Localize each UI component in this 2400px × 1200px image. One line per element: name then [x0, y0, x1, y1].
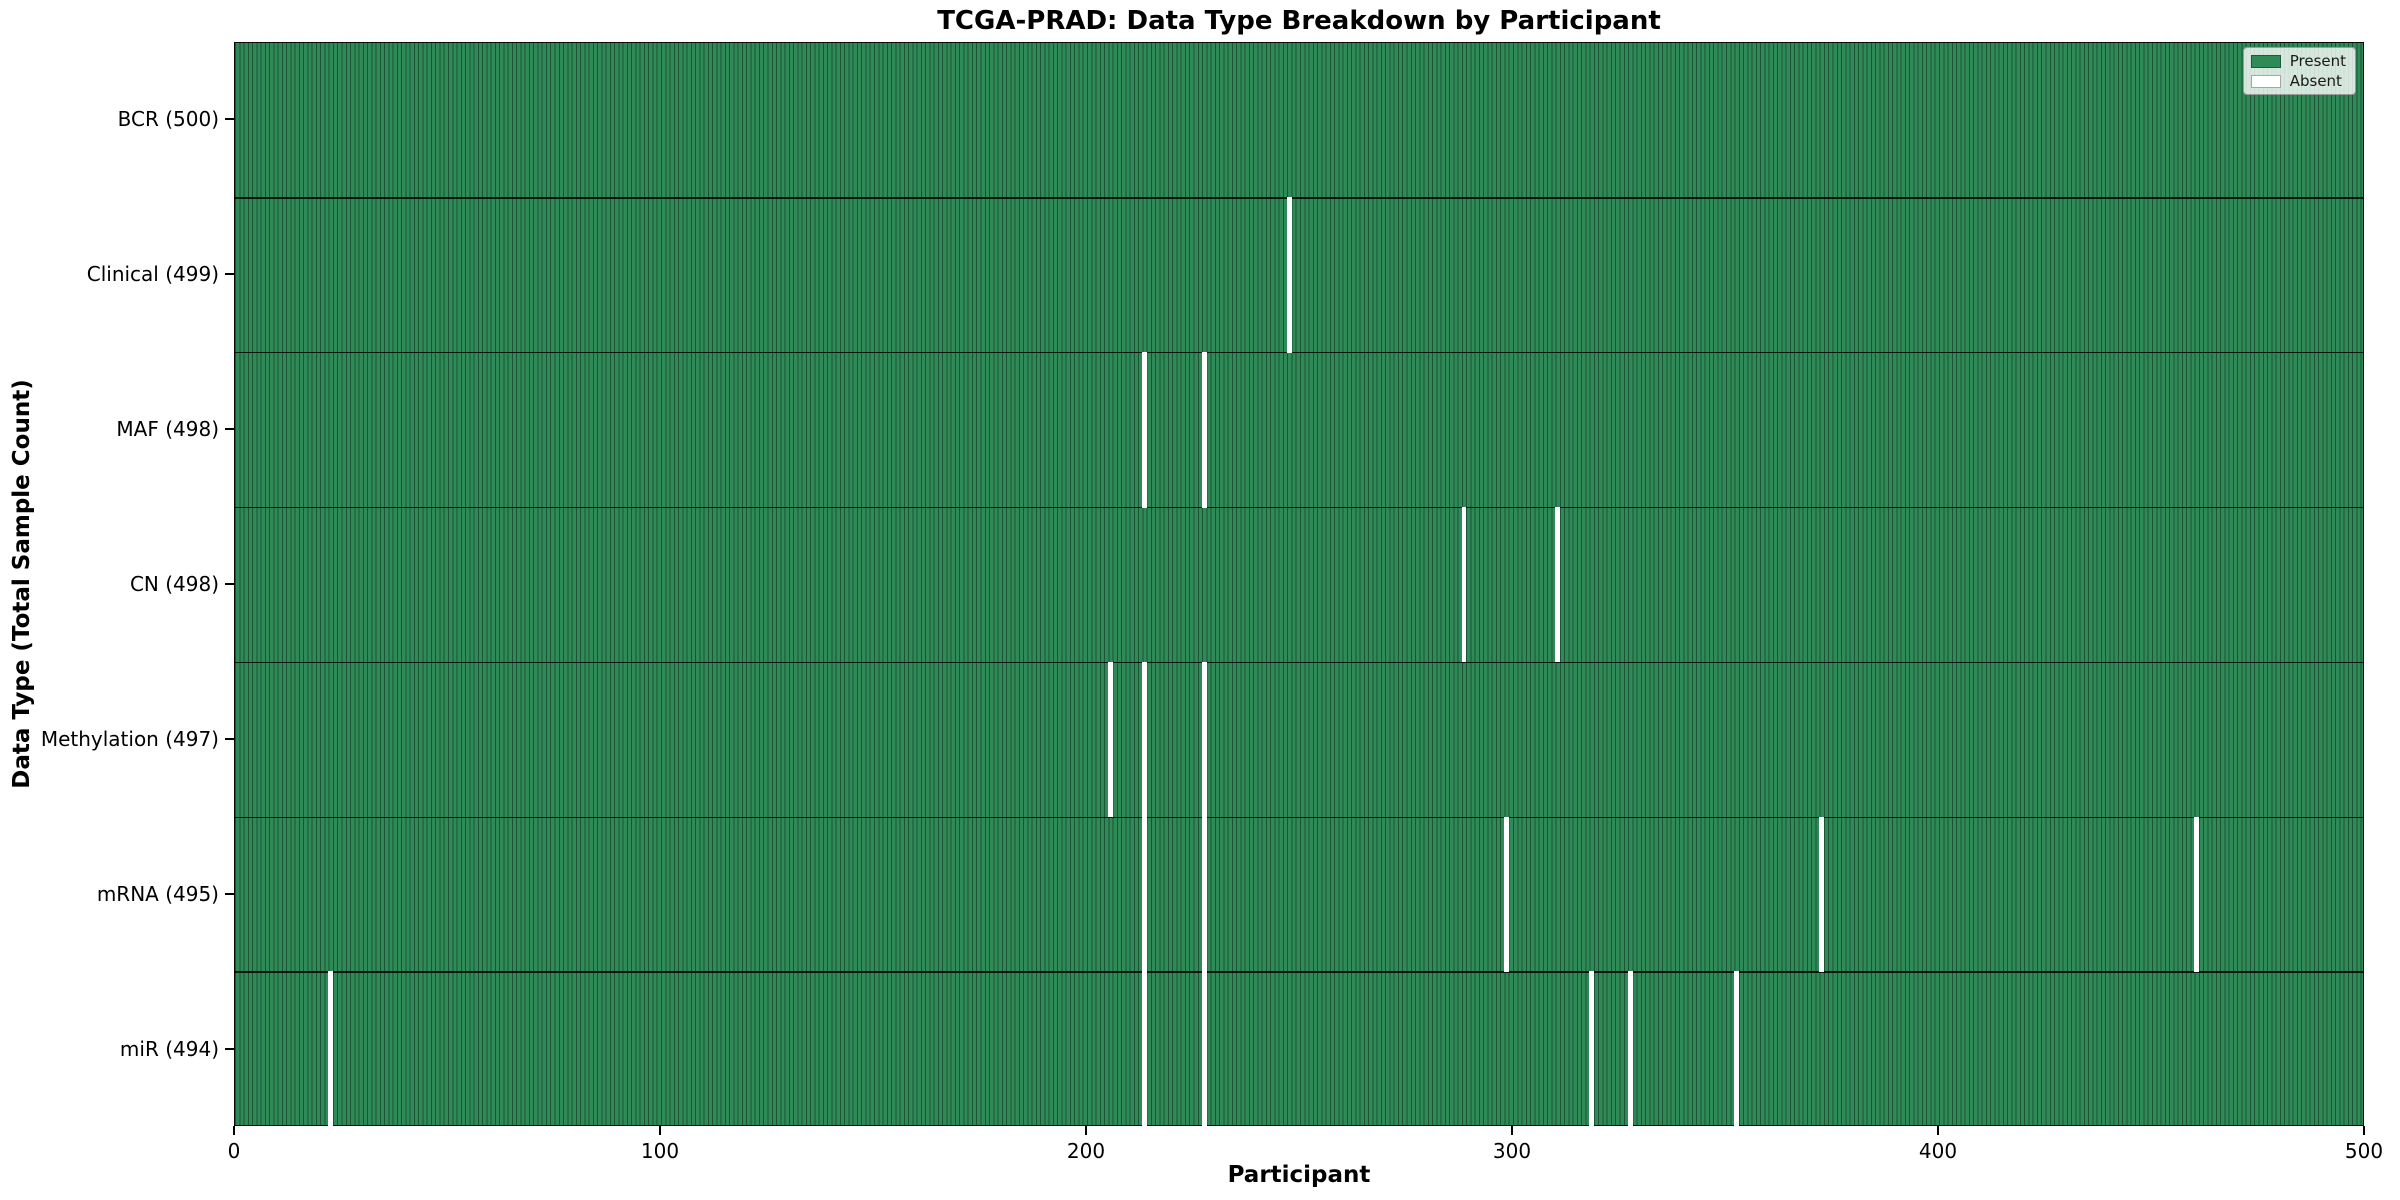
absent-gap-mRNA-372: [1819, 816, 1825, 973]
absent-gap-Clinical-247: [1286, 197, 1292, 353]
x-tick-label-500: 500: [2344, 1139, 2384, 1163]
y-tick: [225, 892, 234, 895]
plot-area: Present Absent: [234, 42, 2364, 1127]
y-tick-label-Methylation: Methylation (497): [40, 726, 219, 751]
absent-gap-MAF-227: [1201, 352, 1207, 508]
x-tick: [659, 1126, 661, 1135]
x-tick-label-300: 300: [1492, 1139, 1532, 1163]
y-tick: [225, 118, 234, 121]
y-tick: [225, 428, 234, 431]
absent-gap-Methylation-227: [1201, 661, 1207, 818]
absent-gap-mRNA-227: [1201, 816, 1207, 973]
absent-gap-CN-310: [1555, 506, 1561, 663]
absent-gap-miR-327: [1627, 971, 1633, 1127]
legend-item-present: Present: [2250, 52, 2346, 70]
absent-gap-Methylation-205: [1108, 661, 1113, 818]
absent-gap-miR-213: [1142, 971, 1147, 1127]
y-tick-label-CN: CN (498): [129, 572, 219, 596]
x-tick: [1085, 1126, 1087, 1135]
absent-gap-CN-288: [1461, 506, 1467, 663]
legend-swatch-absent: [2250, 74, 2281, 88]
absent-gap-miR-318: [1589, 971, 1595, 1127]
row-boundary: [235, 816, 2363, 818]
absent-gap-miR-22: [328, 971, 334, 1127]
x-tick-label-200: 200: [1066, 1139, 1106, 1163]
x-tick: [233, 1126, 235, 1135]
y-tick-label-MAF: MAF (498): [116, 417, 219, 442]
legend-label: Absent: [2289, 72, 2342, 90]
x-tick-label-0: 0: [227, 1139, 241, 1163]
row-boundary: [235, 197, 2363, 199]
legend-label: Present: [2289, 52, 2346, 70]
row-boundary: [235, 352, 2363, 354]
legend-item-absent: Absent: [2250, 72, 2346, 90]
row-boundary: [235, 661, 2363, 664]
x-tick: [1511, 1126, 1513, 1135]
y-tick-label-mRNA: mRNA (495): [96, 881, 219, 906]
absent-gap-Methylation-213: [1142, 661, 1147, 818]
row-boundary: [235, 971, 2363, 973]
absent-gap-miR-227: [1201, 971, 1207, 1127]
absent-gap-miR-352: [1734, 971, 1740, 1127]
absent-gap-mRNA-460: [2194, 816, 2200, 973]
x-tick-label-400: 400: [1918, 1139, 1958, 1163]
x-tick-label-100: 100: [640, 1139, 680, 1163]
chart-title: TCGA-PRAD: Data Type Breakdown by Partic…: [937, 6, 1661, 36]
y-tick: [225, 273, 234, 276]
x-tick: [1937, 1126, 1939, 1135]
absent-gap-MAF-213: [1142, 352, 1147, 508]
absent-gap-mRNA-298: [1504, 816, 1510, 973]
legend: Present Absent: [2242, 47, 2356, 95]
x-axis-title: Participant: [1227, 1162, 1371, 1188]
legend-swatch-present: [2250, 54, 2281, 68]
y-tick: [225, 1047, 234, 1050]
x-tick: [2363, 1126, 2365, 1135]
y-tick-label-BCR: BCR (500): [117, 107, 219, 132]
y-tick: [225, 583, 234, 585]
y-tick: [225, 737, 234, 740]
y-tick-label-Clinical: Clinical (499): [86, 262, 219, 287]
y-tick-label-miR: miR (494): [119, 1036, 219, 1061]
absent-gap-mRNA-213: [1142, 816, 1147, 973]
row-boundary: [235, 506, 2363, 509]
